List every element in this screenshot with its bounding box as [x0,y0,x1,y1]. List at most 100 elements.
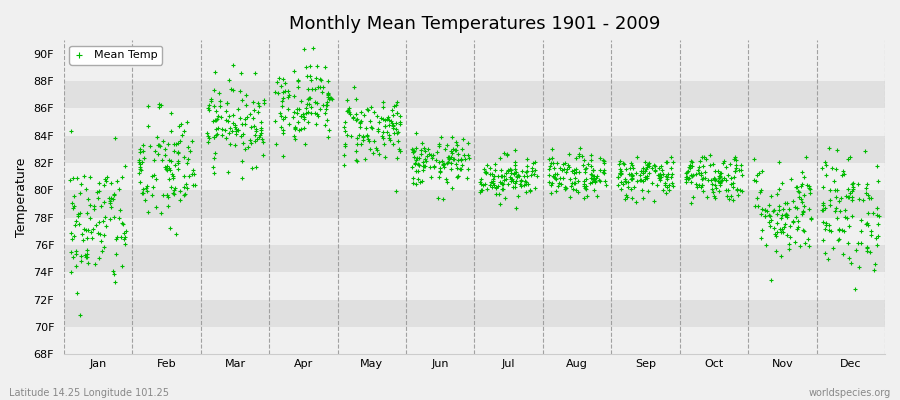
Mean Temp [268,141,283,147]
Mean Temp [254,125,268,132]
Mean Temp [871,232,886,239]
Mean Temp [291,78,305,85]
Mean Temp [97,244,112,250]
Mean Temp [66,174,80,181]
Mean Temp [75,231,89,238]
Text: Latitude 14.25 Longitude 101.25: Latitude 14.25 Longitude 101.25 [9,388,169,398]
Mean Temp [361,136,375,143]
Mean Temp [716,158,731,164]
Mean Temp [842,254,857,261]
Mean Temp [248,126,263,132]
Mean Temp [460,140,474,146]
Mean Temp [109,236,123,242]
Mean Temp [302,95,317,102]
Mean Temp [652,176,667,183]
Mean Temp [273,110,287,116]
Mean Temp [762,202,777,208]
Mean Temp [504,170,518,176]
Mean Temp [166,191,181,197]
Mean Temp [823,187,837,194]
Mean Temp [412,179,427,185]
Mean Temp [86,226,100,232]
Mean Temp [168,230,183,237]
Mean Temp [777,224,791,230]
Mean Temp [871,177,886,184]
Mean Temp [496,177,510,183]
Mean Temp [639,162,653,168]
Mean Temp [253,132,267,138]
Mean Temp [226,120,240,126]
Mean Temp [73,312,87,318]
Mean Temp [625,162,639,168]
Mean Temp [578,166,592,172]
Mean Temp [173,197,187,203]
Mean Temp [577,195,591,201]
Mean Temp [302,86,316,92]
Mean Temp [721,171,735,178]
Mean Temp [415,140,429,146]
Mean Temp [64,128,78,134]
Mean Temp [442,154,456,161]
Mean Temp [349,117,364,123]
Mean Temp [479,170,493,176]
Mean Temp [486,176,500,182]
Mean Temp [73,210,87,216]
Mean Temp [70,175,85,181]
Mean Temp [419,153,434,160]
Mean Temp [580,160,595,167]
Mean Temp [838,207,852,214]
Mean Temp [353,123,367,130]
Mean Temp [238,121,252,128]
Mean Temp [160,141,175,148]
Mean Temp [797,228,812,234]
Mean Temp [354,140,368,147]
Mean Temp [112,215,126,222]
Mean Temp [298,141,312,147]
Mean Temp [778,212,793,219]
Mean Temp [292,127,306,134]
Mean Temp [209,132,223,138]
Mean Temp [298,64,312,71]
Mean Temp [291,118,305,125]
Mean Temp [439,176,454,182]
Mean Temp [495,186,509,193]
Mean Temp [235,97,249,104]
Mean Temp [117,236,131,242]
Mean Temp [80,254,94,260]
Mean Temp [624,176,638,182]
Mean Temp [76,237,90,243]
Mean Temp [287,124,302,130]
Mean Temp [501,180,516,187]
Mean Temp [376,129,391,135]
Mean Temp [596,169,610,176]
Mean Temp [113,234,128,240]
Mean Temp [845,181,859,188]
Mean Temp [796,208,811,215]
Mean Temp [269,79,284,86]
Mean Temp [571,189,585,195]
Mean Temp [340,97,355,103]
Mean Temp [153,143,167,150]
Mean Temp [202,107,216,113]
Mean Temp [416,163,430,169]
Mean Temp [148,148,162,154]
Mean Temp [281,106,295,112]
Mean Temp [282,92,296,98]
Mean Temp [136,190,150,196]
Mean Temp [83,215,97,222]
Mean Temp [789,184,804,190]
Mean Temp [834,172,849,178]
Mean Temp [716,160,730,166]
Mean Temp [313,106,328,112]
Mean Temp [680,173,695,180]
Mean Temp [363,118,377,124]
Mean Temp [474,181,489,187]
Mean Temp [167,162,182,168]
Mean Temp [92,219,106,225]
Mean Temp [418,157,433,164]
Mean Temp [479,168,493,175]
Mean Temp [684,158,698,164]
Mean Temp [713,170,727,176]
Mean Temp [509,177,524,184]
Mean Temp [445,166,459,172]
